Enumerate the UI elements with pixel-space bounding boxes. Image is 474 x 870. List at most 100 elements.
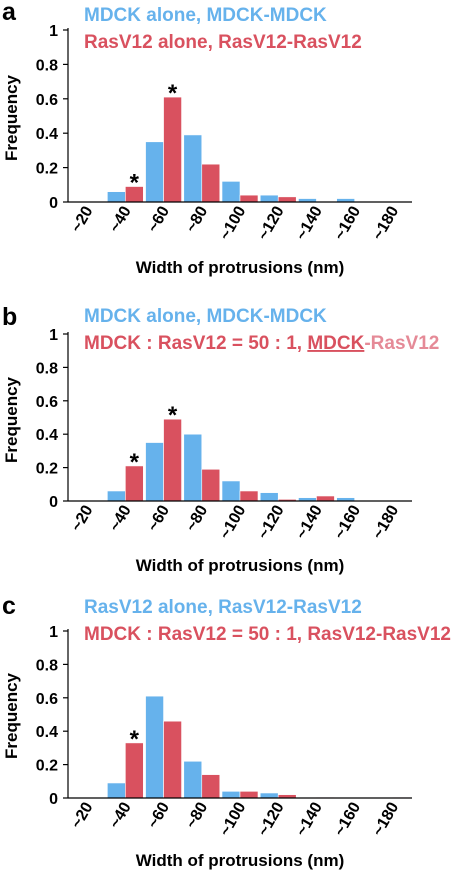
- bar-red: [239, 194, 259, 203]
- bar-blue: [221, 480, 241, 502]
- x-tick-label: ~100: [217, 203, 250, 243]
- y-axis-title: Frequency: [2, 74, 21, 161]
- x-tick-label: ~140: [293, 203, 326, 243]
- significance-star: *: [130, 726, 140, 753]
- legend-entry: RasV12 alone, RasV12-RasV12: [84, 597, 362, 618]
- bar-blue: [107, 191, 126, 203]
- bar-blue: [145, 141, 164, 203]
- x-tick-label: ~160: [331, 203, 364, 243]
- y-tick-label: 0.6: [36, 691, 58, 708]
- bar-blue: [145, 695, 164, 799]
- bar-red: [239, 490, 259, 502]
- y-tick-label: 0.8: [36, 657, 58, 674]
- bar-blue: [259, 792, 279, 799]
- x-tick-label: ~180: [370, 203, 403, 243]
- legend-entry: MDCK : RasV12 = 50 : 1, RasV12-RasV12: [84, 624, 451, 645]
- x-tick-label: ~20: [68, 799, 96, 831]
- y-tick-label: 0.4: [36, 126, 58, 143]
- x-tick-label: ~120: [255, 799, 288, 839]
- bar-red: [163, 720, 182, 799]
- y-tick-label: 0.2: [36, 461, 58, 478]
- x-tick-label: ~20: [68, 203, 96, 235]
- legend-text: MDCK alone, MDCK-MDCK: [84, 306, 327, 327]
- bar-red: [277, 196, 297, 203]
- legend-text: RasV12 alone, RasV12-RasV12: [84, 32, 362, 53]
- panel-c: c RasV12 alone, RasV12-RasV12 MDCK : RasV1…: [2, 592, 451, 870]
- y-tick-label: 1: [49, 327, 58, 344]
- panel-letter: c: [2, 592, 16, 620]
- bar-red: [201, 468, 221, 502]
- legend-entry: MDCK alone, MDCK-MDCK: [84, 306, 327, 327]
- x-axis-title: Width of protrusions (nm): [136, 556, 345, 575]
- bar-blue: [183, 760, 203, 799]
- panel-a: a MDCK alone, MDCK-MDCK RasV12 alone, RasV…: [2, 0, 412, 277]
- bar-red: [239, 791, 259, 799]
- x-tick-label: ~60: [145, 203, 173, 235]
- bar-blue: [145, 442, 164, 502]
- y-tick-label: 0: [49, 791, 58, 808]
- significance-star: *: [168, 402, 178, 429]
- y-tick-label: 1: [49, 23, 58, 40]
- legend-text: -RasV12: [364, 333, 439, 354]
- y-tick-label: 0.8: [36, 360, 58, 377]
- legend-entry: MDCK alone, MDCK-MDCK: [84, 5, 327, 26]
- bar-blue: [221, 791, 241, 799]
- y-tick-label: 0: [49, 195, 58, 212]
- x-axis-title: Width of protrusions (nm): [136, 851, 345, 870]
- x-tick-label: ~120: [255, 502, 288, 542]
- y-tick-label: 0.4: [36, 724, 58, 741]
- significance-star: *: [130, 449, 140, 476]
- x-tick-label: ~100: [217, 502, 250, 542]
- bar-blue: [221, 181, 241, 203]
- bar-red: [163, 418, 182, 502]
- legend-entry: RasV12 alone, RasV12-RasV12: [84, 32, 362, 53]
- x-tick-label: ~100: [217, 799, 250, 839]
- y-tick-label: 0: [49, 494, 58, 511]
- x-tick-label: ~60: [145, 502, 173, 534]
- x-tick-label: ~140: [293, 502, 326, 542]
- bar-blue: [183, 134, 203, 203]
- legend-text: MDCK: [307, 333, 364, 354]
- x-tick-label: ~40: [107, 502, 135, 534]
- x-tick-label: ~160: [331, 799, 364, 839]
- panel-b: b MDCK alone, MDCK-MDCK MDCK : RasV12 = 50…: [2, 303, 439, 575]
- x-tick-label: ~80: [183, 502, 211, 534]
- panel-letter: a: [2, 0, 17, 26]
- legend-text: MDCK : RasV12 = 50 : 1, RasV12-RasV12: [84, 624, 451, 645]
- x-tick-label: ~40: [107, 203, 135, 235]
- bar-blue: [107, 782, 126, 799]
- y-tick-label: 0.2: [36, 161, 58, 178]
- bar-red: [201, 163, 221, 203]
- bar-red: [316, 495, 335, 502]
- bar-blue: [107, 490, 126, 502]
- bar-blue: [259, 194, 279, 203]
- x-tick-label: ~120: [255, 203, 288, 243]
- y-tick-label: 0.6: [36, 394, 58, 411]
- x-tick-label: ~180: [370, 502, 403, 542]
- y-tick-label: 1: [49, 624, 58, 641]
- y-tick-label: 0.2: [36, 758, 58, 775]
- x-tick-label: ~80: [183, 203, 211, 235]
- y-tick-label: 0.8: [36, 57, 58, 74]
- x-tick-label: ~20: [68, 502, 96, 534]
- legend-text: MDCK alone, MDCK-MDCK: [84, 5, 327, 26]
- panel-letter: b: [2, 303, 17, 331]
- bar-red: [163, 96, 182, 203]
- y-tick-label: 0.6: [36, 92, 58, 109]
- bar-red: [201, 774, 221, 799]
- x-axis-title: Width of protrusions (nm): [136, 258, 345, 277]
- legend-text: RasV12 alone, RasV12-RasV12: [84, 597, 362, 618]
- bar-blue: [259, 492, 279, 502]
- bar-blue: [183, 433, 203, 502]
- legend-text: MDCK : RasV12 = 50 : 1,: [84, 333, 307, 354]
- legend-entry: MDCK : RasV12 = 50 : 1, MDCK-RasV12: [84, 333, 439, 354]
- x-tick-label: ~60: [145, 799, 173, 831]
- x-tick-label: ~140: [293, 799, 326, 839]
- x-tick-label: ~160: [331, 502, 364, 542]
- x-tick-label: ~180: [370, 799, 403, 839]
- significance-star: *: [168, 80, 178, 107]
- y-axis-title: Frequency: [2, 672, 21, 759]
- y-tick-label: 0.4: [36, 427, 58, 444]
- y-axis-title: Frequency: [2, 376, 21, 463]
